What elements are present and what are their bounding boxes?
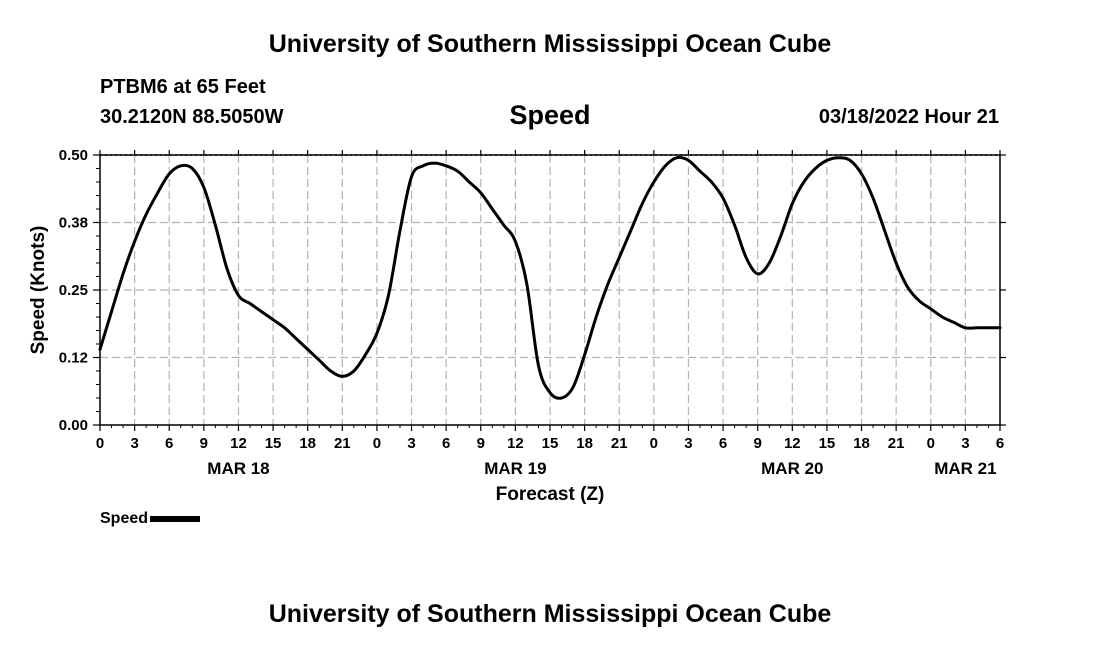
x-tick-label: 18: [576, 435, 593, 452]
ticks: 0 3 6 9 12 15 18 21 0 3 6 9 12 15 18 21 0 3 6 9 12 15 18 21 0 3 6M…: [59, 147, 1006, 478]
date-label: MAR 20: [761, 459, 823, 478]
x-tick-label: 3: [961, 435, 969, 452]
x-tick-label: 0: [650, 435, 658, 452]
y-tick-label: 0.00: [59, 417, 88, 434]
y-tick-label: 0.12: [59, 350, 88, 367]
x-tick-label: 21: [611, 435, 628, 452]
date-label: MAR 19: [484, 459, 546, 478]
x-tick-label: 18: [299, 435, 316, 452]
x-tick-label: 6: [719, 435, 727, 452]
x-tick-label: 15: [819, 435, 836, 452]
x-tick-label: 3: [407, 435, 415, 452]
x-tick-label: 0: [927, 435, 935, 452]
x-tick-label: 6: [442, 435, 450, 452]
y-tick-label: 0.38: [59, 215, 88, 232]
variable-title: Speed: [509, 100, 591, 130]
x-tick-label: 0: [373, 435, 381, 452]
x-tick-label: 21: [888, 435, 905, 452]
x-axis-title: Forecast (Z): [496, 484, 605, 505]
x-tick-label: 15: [542, 435, 559, 452]
x-tick-label: 6: [165, 435, 173, 452]
speed-series-line: [98, 155, 1002, 400]
legend: Speed: [100, 510, 201, 528]
x-tick-label: 12: [784, 435, 801, 452]
x-tick-label: 0: [96, 435, 104, 452]
x-tick-label: 12: [507, 435, 524, 452]
legend-label: Speed: [100, 510, 149, 527]
forecast-datetime: 03/18/2022 Hour 21: [818, 106, 999, 128]
chart-title: University of Southern Mississippi Ocean…: [268, 30, 832, 58]
legend-swatch: [150, 516, 201, 522]
x-tick-label: 21: [334, 435, 351, 452]
y-tick-label: 0.50: [59, 147, 88, 164]
footer-title: University of Southern Mississippi Ocean…: [268, 600, 832, 628]
station-label: PTBM6 at 65 Feet: [100, 76, 266, 98]
x-tick-label: 9: [754, 435, 762, 452]
date-label: MAR 18: [207, 459, 269, 478]
x-tick-label: 9: [477, 435, 485, 452]
x-tick-label: 3: [684, 435, 692, 452]
date-label: MAR 21: [934, 459, 996, 478]
x-tick-label: 15: [265, 435, 282, 452]
x-tick-label: 3: [130, 435, 138, 452]
x-tick-label: 9: [200, 435, 208, 452]
y-tick-label: 0.25: [59, 282, 88, 299]
x-tick-label: 6: [996, 435, 1004, 452]
y-axis-title: Speed (Knots): [28, 226, 49, 355]
station-coordinates: 30.2120N 88.5050W: [100, 106, 284, 128]
x-tick-label: 12: [230, 435, 247, 452]
x-tick-label: 18: [853, 435, 870, 452]
